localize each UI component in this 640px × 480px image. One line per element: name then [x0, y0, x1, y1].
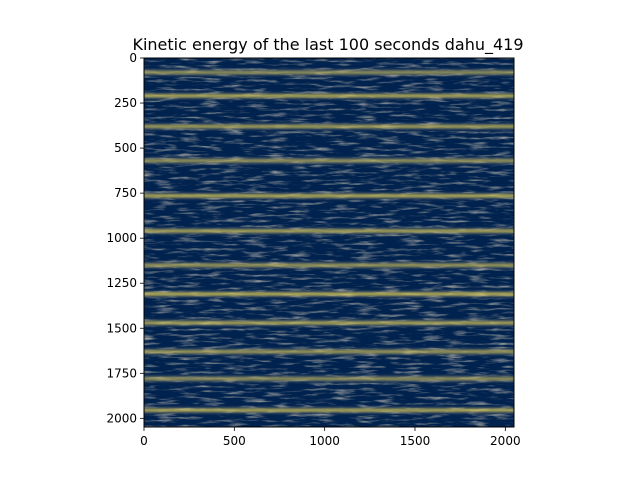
y-axis: 0 250 500 750 1000 1250 1500 1750 2000 — [106, 51, 144, 425]
y-tick-label: 1000 — [106, 231, 137, 245]
x-tick-label: 0 — [140, 434, 148, 448]
x-tick-label: 500 — [223, 434, 246, 448]
y-tick-label: 2000 — [106, 411, 137, 425]
band-core — [144, 293, 514, 296]
band-core — [144, 321, 514, 324]
x-tick-label: 1000 — [309, 434, 340, 448]
heatmap-texture — [144, 58, 514, 427]
band-core — [144, 229, 514, 232]
band-core — [144, 71, 514, 74]
band-core — [144, 94, 514, 97]
y-tick-label: 0 — [129, 51, 137, 65]
y-tick-label: 750 — [114, 186, 137, 200]
y-tick-label: 1750 — [106, 366, 137, 380]
plot-area — [144, 58, 514, 427]
y-tick-label: 1500 — [106, 321, 137, 335]
y-tick-label: 250 — [114, 96, 137, 110]
band-core — [144, 264, 514, 267]
x-tick-label: 1500 — [400, 434, 431, 448]
band-core — [144, 409, 514, 412]
band-core — [144, 194, 514, 197]
band-core — [144, 159, 514, 162]
y-tick-label: 1250 — [106, 276, 137, 290]
x-axis: 0 500 1000 1500 2000 — [140, 427, 521, 448]
chart-title: Kinetic energy of the last 100 seconds d… — [132, 35, 523, 55]
band-core — [144, 377, 514, 380]
band-core — [144, 125, 514, 128]
x-tick-label: 2000 — [490, 434, 521, 448]
bright-bands — [144, 69, 514, 414]
y-tick-label: 500 — [114, 141, 137, 155]
band-core — [144, 350, 514, 353]
plot-frame — [143, 57, 515, 428]
